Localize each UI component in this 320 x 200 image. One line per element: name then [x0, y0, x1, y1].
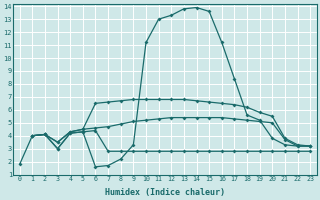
X-axis label: Humidex (Indice chaleur): Humidex (Indice chaleur) [105, 188, 225, 197]
